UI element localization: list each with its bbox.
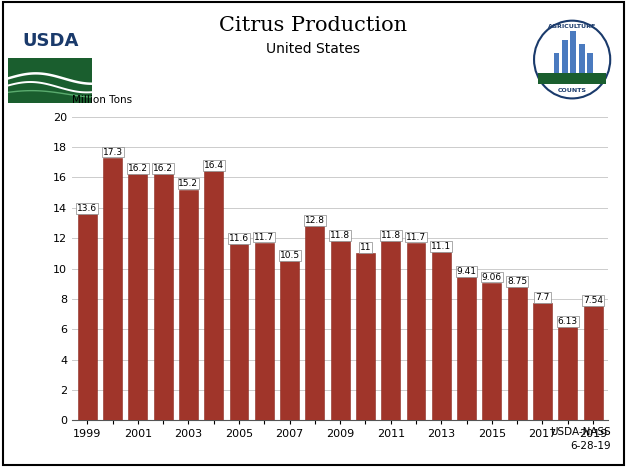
Bar [457,277,476,420]
Bar [129,174,147,420]
Text: Citrus Production: Citrus Production [219,16,408,35]
Bar [482,283,502,420]
FancyBboxPatch shape [587,53,593,78]
Bar [229,244,248,420]
Text: 9.41: 9.41 [456,267,477,276]
Text: 11: 11 [360,243,371,252]
Bar [305,226,324,420]
Text: 6.13: 6.13 [557,317,578,326]
Bar [508,288,527,420]
Text: 7.54: 7.54 [583,296,603,304]
Text: 11.7: 11.7 [254,233,275,241]
Text: 11.6: 11.6 [229,234,249,243]
FancyBboxPatch shape [579,44,585,78]
Bar [255,243,274,420]
Bar [280,261,299,420]
Text: USDA: USDA [23,32,79,50]
Text: 15.2: 15.2 [179,179,198,188]
FancyBboxPatch shape [562,40,568,78]
Text: 17.3: 17.3 [102,148,123,156]
Text: USDA-NASS
6-28-19: USDA-NASS 6-28-19 [551,427,611,451]
Text: 11.8: 11.8 [330,231,350,240]
Bar [533,304,552,420]
Text: 11.7: 11.7 [406,233,426,241]
Text: 7.7: 7.7 [535,293,550,302]
Bar [330,241,350,420]
Text: 9.06: 9.06 [482,273,502,282]
FancyBboxPatch shape [554,53,559,78]
Text: 11.8: 11.8 [381,231,401,240]
Text: COUNTS: COUNTS [557,88,587,93]
Text: 16.2: 16.2 [128,164,148,173]
Text: 11.1: 11.1 [431,241,451,251]
Bar [584,306,603,420]
Text: United States: United States [266,42,361,56]
Text: AGRICULTURE: AGRICULTURE [548,24,596,29]
Bar [406,243,426,420]
FancyBboxPatch shape [538,73,606,84]
Bar [381,241,400,420]
Text: 16.4: 16.4 [204,161,224,170]
Text: 13.6: 13.6 [77,204,97,212]
FancyBboxPatch shape [8,58,92,103]
Text: Million Tons: Million Tons [72,95,132,105]
FancyBboxPatch shape [571,31,576,78]
Text: 12.8: 12.8 [305,216,325,225]
Bar [432,252,451,420]
Text: 8.75: 8.75 [507,277,527,286]
Bar [204,171,223,420]
Bar [154,174,172,420]
Bar [103,158,122,420]
Bar [356,253,375,420]
Text: 10.5: 10.5 [280,251,300,260]
Bar [179,190,198,420]
Bar [558,327,577,420]
Text: 16.2: 16.2 [153,164,173,173]
Bar [78,214,97,420]
